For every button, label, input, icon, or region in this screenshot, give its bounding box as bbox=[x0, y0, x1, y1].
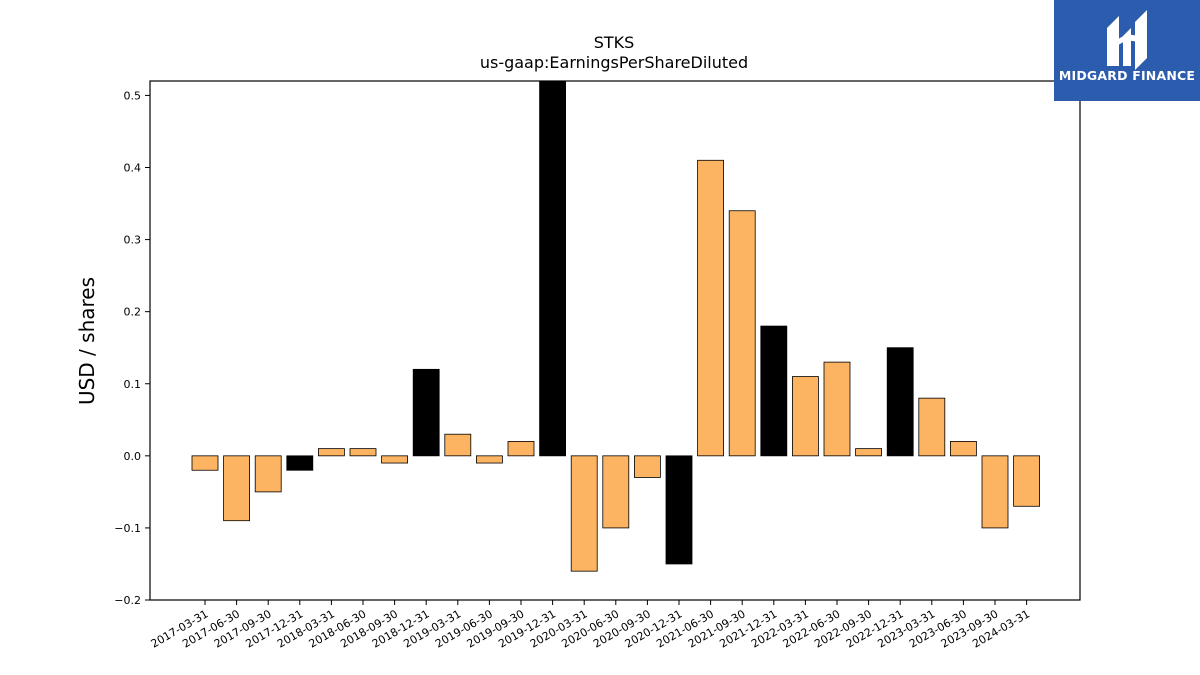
plot-frame bbox=[149, 80, 1081, 601]
bar-2019-12-31 bbox=[539, 80, 566, 457]
bar-2022-09-30 bbox=[855, 448, 882, 457]
logo-text: MIDGARD FINANCE bbox=[1058, 68, 1196, 83]
bar-2018-03-31 bbox=[317, 448, 345, 457]
y-tick-label: −0.2 bbox=[114, 594, 141, 607]
y-axis: 0.5 0.4 0.3 0.2 0.1 0.0 −0.1 −0.2 bbox=[114, 89, 150, 607]
bar-2017-12-31 bbox=[286, 455, 314, 471]
bar-2018-09-30 bbox=[381, 455, 409, 464]
y-tick-label: 0.0 bbox=[124, 450, 142, 463]
bar-2017-09-30 bbox=[254, 455, 282, 493]
y-tick-label: 0.5 bbox=[124, 89, 142, 102]
midgard-logo-icon bbox=[1107, 10, 1147, 70]
y-tick-label: 0.3 bbox=[124, 234, 142, 247]
bars-group bbox=[191, 80, 1040, 572]
bar-2022-06-30 bbox=[823, 361, 851, 457]
bar-2017-06-30 bbox=[223, 455, 251, 522]
y-tick-label: 0.2 bbox=[124, 306, 142, 319]
y-axis-label: USD / shares bbox=[75, 277, 99, 405]
bar-2020-12-31 bbox=[665, 455, 693, 565]
bar-2021-09-30 bbox=[728, 210, 756, 457]
bar-2017-03-31 bbox=[191, 455, 219, 471]
bar-2018-06-30 bbox=[349, 448, 377, 457]
y-tick-label: 0.1 bbox=[124, 378, 142, 391]
chart-title: STKS bbox=[594, 33, 635, 52]
bar-2021-06-30 bbox=[697, 159, 724, 457]
bar-2020-03-31 bbox=[570, 455, 598, 572]
bar-2018-12-31 bbox=[412, 368, 440, 457]
bar-2020-06-30 bbox=[602, 455, 630, 529]
bar-2023-09-30 bbox=[981, 455, 1009, 529]
bar-2023-06-30 bbox=[950, 441, 977, 457]
bar-2022-12-31 bbox=[886, 347, 914, 457]
bar-2021-12-31 bbox=[760, 325, 788, 457]
y-tick-label: 0.4 bbox=[124, 162, 142, 175]
x-axis: 2017-03-312017-06-302017-09-302017-12-31… bbox=[149, 600, 1032, 651]
y-tick-label: −0.1 bbox=[114, 522, 141, 535]
bar-2023-03-31 bbox=[918, 397, 946, 457]
brand-logo: MIDGARD FINANCE bbox=[1054, 0, 1200, 101]
bar-2019-09-30 bbox=[507, 441, 535, 457]
bar-2022-03-31 bbox=[792, 376, 819, 457]
bar-2024-03-31 bbox=[1013, 455, 1040, 507]
chart-subtitle: us-gaap:EarningsPerShareDiluted bbox=[480, 53, 748, 72]
bar-2020-09-30 bbox=[634, 455, 661, 478]
bar-2019-06-30 bbox=[475, 455, 503, 464]
bar-2019-03-31 bbox=[444, 433, 472, 457]
